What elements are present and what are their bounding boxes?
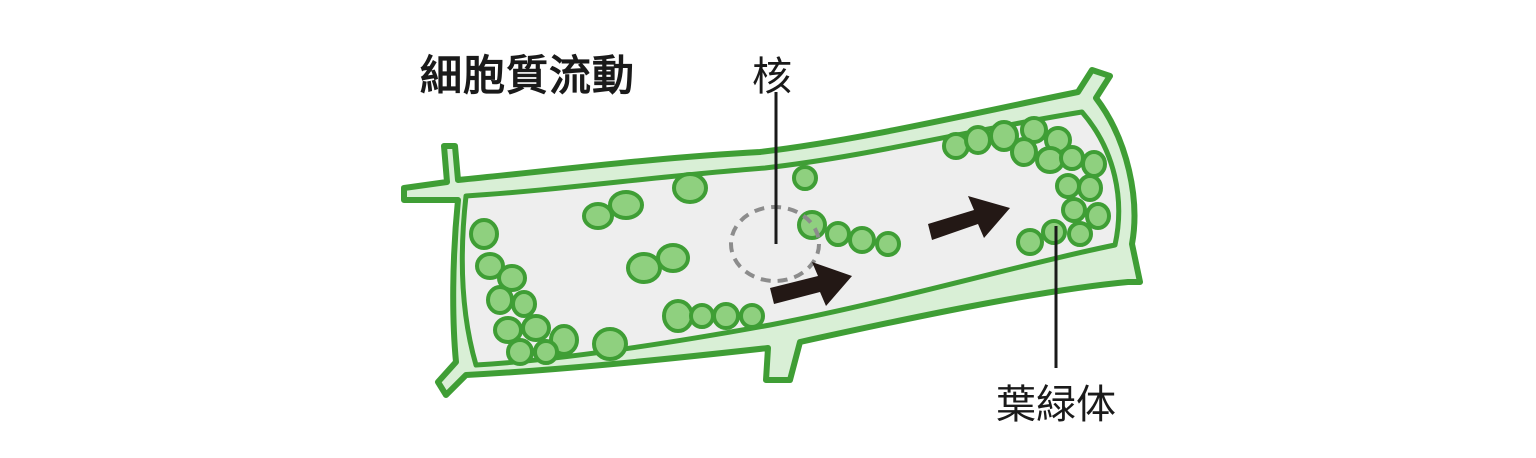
flow-arrow-lower <box>770 262 852 306</box>
chloroplast <box>1016 228 1044 256</box>
cytoplasm <box>459 109 1122 368</box>
chloroplast <box>1055 173 1081 199</box>
chloroplast <box>797 210 827 240</box>
chloroplast <box>506 338 534 366</box>
chloroplast <box>521 314 551 342</box>
chloroplast-group <box>469 116 1111 366</box>
chloroplast <box>875 231 901 257</box>
chloroplast <box>656 243 690 273</box>
chloroplast <box>1059 145 1085 171</box>
chloroplast <box>825 221 851 247</box>
chloroplast <box>672 172 708 204</box>
chloroplast <box>486 285 514 315</box>
chloroplast <box>1061 197 1087 223</box>
chloroplast <box>1067 221 1093 247</box>
chloroplast <box>469 218 499 250</box>
chloroplast <box>1085 202 1111 230</box>
flow-arrow-upper <box>928 196 1010 240</box>
chloroplast <box>1035 146 1065 174</box>
chloroplast <box>608 190 644 220</box>
chloroplast <box>511 290 537 318</box>
chloroplast <box>848 226 876 254</box>
chloroplast <box>1077 174 1103 202</box>
chloroplast <box>739 303 765 329</box>
chloroplast <box>792 165 818 191</box>
chloroplast <box>582 202 614 230</box>
chloroplast <box>592 327 628 361</box>
chloroplast <box>1010 137 1038 167</box>
chloroplast <box>964 125 992 155</box>
chloroplast <box>689 303 715 329</box>
chloroplast <box>1081 150 1107 178</box>
chloroplast <box>497 264 527 292</box>
diagram-title: 細胞質流動 <box>420 51 636 100</box>
chloroplast <box>1041 219 1067 245</box>
chloroplast <box>533 339 559 365</box>
chloroplast <box>626 252 662 284</box>
chloroplast <box>493 316 523 344</box>
nucleus-label: 核 <box>752 54 792 100</box>
chloroplast-label: 葉緑体 <box>996 382 1116 428</box>
chloroplast <box>475 252 505 280</box>
chloroplast <box>712 302 740 330</box>
chloroplast <box>989 120 1019 152</box>
chloroplast <box>662 299 694 333</box>
